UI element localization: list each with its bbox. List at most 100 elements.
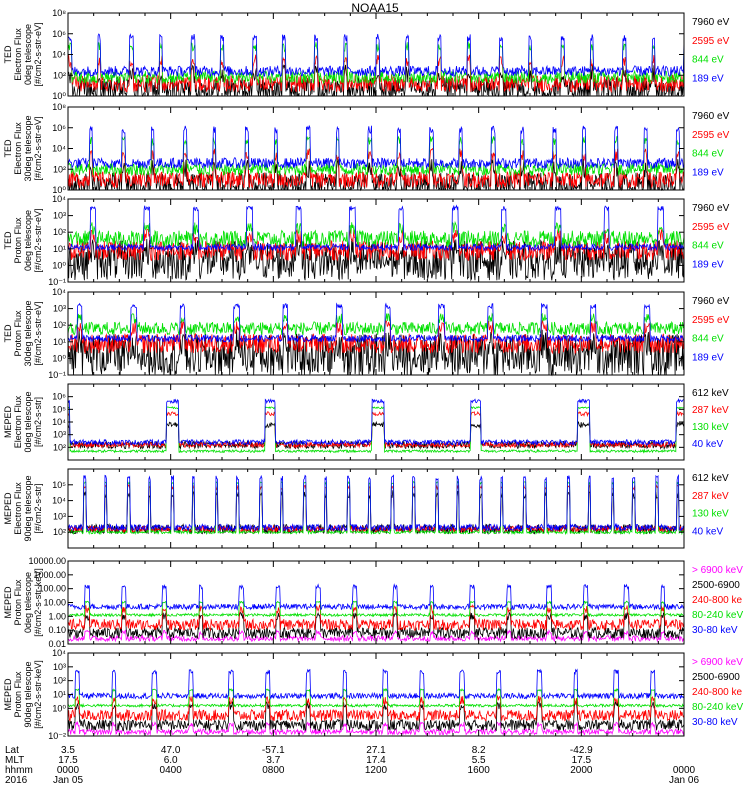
series-line-7-3 bbox=[67, 604, 685, 632]
x-label-mlt: 5.5 bbox=[472, 755, 486, 766]
y-axis-label-line: MEPED bbox=[3, 586, 13, 619]
y-tick-label: 10⁸ bbox=[52, 102, 66, 112]
y-tick-label: 10⁶ bbox=[52, 29, 66, 39]
y-tick-label: 10⁻¹ bbox=[48, 277, 66, 287]
y-tick-label: 10² bbox=[53, 442, 66, 452]
legend-entry-6-3: 130 keV bbox=[692, 509, 729, 520]
row-label-year: 2016 bbox=[5, 775, 28, 786]
y-tick-label: 10³ bbox=[53, 511, 66, 521]
legend-entry-4-2: 2595 eV bbox=[692, 315, 730, 326]
series-line-2-4 bbox=[67, 124, 685, 170]
panel-6: 612 keV 287 keV 130 keV 40 keV 10² 10³ 10⁴ 10⁵ M… bbox=[3, 468, 729, 549]
y-axis-label-line: 90deg telescope bbox=[23, 661, 33, 727]
y-axis-label-line: Proton Flux bbox=[13, 579, 23, 626]
series-line-7-2 bbox=[67, 610, 685, 640]
series-line-7-4 bbox=[67, 600, 685, 618]
y-axis-label-line: TED bbox=[3, 324, 13, 343]
series-line-8-5 bbox=[67, 668, 685, 701]
y-tick-label: 10² bbox=[53, 320, 66, 330]
y-tick-label: 10³ bbox=[53, 304, 66, 314]
x-label-date: Jan 06 bbox=[669, 775, 699, 786]
y-tick-label: 10² bbox=[53, 227, 66, 237]
panel-2: 7960 eV 2595 eV 844 eV 189 eV 10⁰ 10² 10⁴ 10⁶ 10… bbox=[3, 102, 730, 195]
x-label-lat: 47.0 bbox=[161, 745, 181, 756]
row-label-hhmm: hhmm bbox=[5, 765, 33, 776]
y-tick-label: 10000.00 bbox=[28, 556, 66, 566]
x-label-hhmm: 2000 bbox=[570, 765, 593, 776]
y-axis-label-line: 0deg telescope bbox=[23, 210, 33, 271]
legend-entry-8-3: 240-800 ke bbox=[692, 687, 742, 698]
y-tick-label: 10⁰ bbox=[52, 260, 66, 270]
legend-entry-7-3: 240-800 ke bbox=[692, 595, 742, 606]
legend-entry-5-4: 40 keV bbox=[692, 439, 723, 450]
panel-5: 612 keV 287 keV 130 keV 40 keV 10² 10³ 10⁴ 10⁵ 1… bbox=[3, 383, 729, 461]
y-tick-label: 10⁶ bbox=[52, 123, 66, 133]
row-label-mlt: MLT bbox=[5, 755, 25, 766]
y-axis-label-line: Proton Flux bbox=[13, 671, 23, 718]
y-tick-label: 10⁴ bbox=[52, 50, 66, 60]
y-axis-label-line: [#/cm2-s-str] bbox=[33, 483, 43, 533]
x-label-hhmm: 0000 bbox=[57, 765, 80, 776]
panel-8: > 6900 keV 2500-6900 240-800 ke 80-240 keV 3… bbox=[3, 648, 743, 741]
y-tick-label: 10⁶ bbox=[52, 392, 66, 402]
series-line-3-1 bbox=[67, 235, 685, 282]
x-label-mlt: 6.0 bbox=[164, 755, 178, 766]
series-line-6-3 bbox=[67, 480, 685, 536]
legend-entry-3-4: 189 eV bbox=[692, 259, 724, 270]
y-axis-label-line: Electron Flux bbox=[13, 122, 23, 175]
y-tick-label: 10¹ bbox=[53, 244, 66, 254]
series-line-2-2 bbox=[67, 147, 685, 189]
legend-entry-3-3: 844 eV bbox=[692, 241, 724, 252]
y-tick-label: 10⁸ bbox=[52, 8, 66, 18]
legend-entry-6-4: 40 keV bbox=[692, 526, 723, 537]
y-tick-label: 10⁴ bbox=[52, 144, 66, 154]
legend-entry-2-1: 7960 eV bbox=[692, 111, 730, 122]
y-axis-label: TEDElectron Flux0deg telescope[#/cm2-s-s… bbox=[3, 22, 43, 86]
y-tick-label: 10⁰ bbox=[52, 703, 66, 713]
x-label-lat: -42.9 bbox=[570, 745, 593, 756]
series-line-1-4 bbox=[67, 33, 685, 78]
panel-1: 7960 eV 2595 eV 844 eV 189 eV 10⁰ 10² 10⁴ 10⁶ 10… bbox=[3, 8, 730, 101]
y-axis-label-line: TED bbox=[3, 231, 13, 250]
y-axis-label: MEPEDElectron Flux90deg telescope[#/cm2-… bbox=[3, 475, 43, 541]
y-axis-label-line: MEPED bbox=[3, 492, 13, 525]
y-axis-label-line: Electron Flux bbox=[13, 28, 23, 81]
y-axis-label-line: Proton Flux bbox=[13, 310, 23, 357]
y-tick-label: 10⁻² bbox=[48, 731, 66, 741]
y-axis-label-line: 30deg telescope bbox=[23, 115, 33, 181]
x-label-lat: 3.5 bbox=[61, 745, 75, 756]
legend-entry-4-4: 189 eV bbox=[692, 352, 724, 363]
y-axis-label: TEDProton Flux30deg telescope[#/cm2-s-st… bbox=[3, 300, 43, 366]
y-tick-label: 1000.00 bbox=[33, 570, 66, 580]
y-tick-label: 10² bbox=[53, 676, 66, 686]
panel-frame bbox=[67, 468, 685, 549]
y-axis-label-line: [#/cm2-s-str-keV] bbox=[33, 568, 43, 637]
series-line-5-1 bbox=[67, 420, 685, 450]
legend-entry-8-1: > 6900 keV bbox=[692, 657, 743, 668]
y-tick-label: 10³ bbox=[53, 662, 66, 672]
series-line-6-4 bbox=[67, 473, 685, 532]
y-tick-label: 10⁵ bbox=[52, 480, 66, 490]
series-line-5-2 bbox=[67, 410, 685, 449]
y-axis-label-line: [#/cm2-s-str-eV] bbox=[33, 301, 43, 365]
y-axis-label-line: 0deg telescope bbox=[23, 572, 33, 633]
x-label-lat: -57.1 bbox=[262, 745, 285, 756]
legend-entry-2-4: 189 eV bbox=[692, 167, 724, 178]
y-axis-label-line: 30deg telescope bbox=[23, 300, 33, 366]
legend-entry-3-1: 7960 eV bbox=[692, 203, 730, 214]
legend-entry-5-1: 612 keV bbox=[692, 388, 729, 399]
legend-entry-8-2: 2500-6900 bbox=[692, 672, 740, 683]
series-line-7-5 bbox=[67, 583, 685, 611]
series-line-3-3 bbox=[67, 220, 685, 249]
legend-entry-5-3: 130 keV bbox=[692, 422, 729, 433]
y-axis-label-line: [#/cm2-s-str-eV] bbox=[33, 22, 43, 86]
y-tick-label: 10⁴ bbox=[52, 648, 66, 658]
panel-3: 7960 eV 2595 eV 844 eV 189 eV 10⁻¹ 10⁰ 10¹ 10² 1… bbox=[3, 194, 730, 287]
x-label-mlt: 17.5 bbox=[572, 755, 592, 766]
y-axis-label: MEPEDElectron Flux0deg telescope[#/cm2-s… bbox=[3, 391, 43, 452]
y-tick-label: 10⁵ bbox=[52, 404, 66, 414]
y-axis-label-line: [#/cm2-s-str] bbox=[33, 397, 43, 447]
legend-entry-2-2: 2595 eV bbox=[692, 130, 730, 141]
y-axis-label: MEPEDProton Flux0deg telescope[#/cm2-s-s… bbox=[3, 568, 43, 637]
y-tick-label: 100.00 bbox=[38, 584, 66, 594]
